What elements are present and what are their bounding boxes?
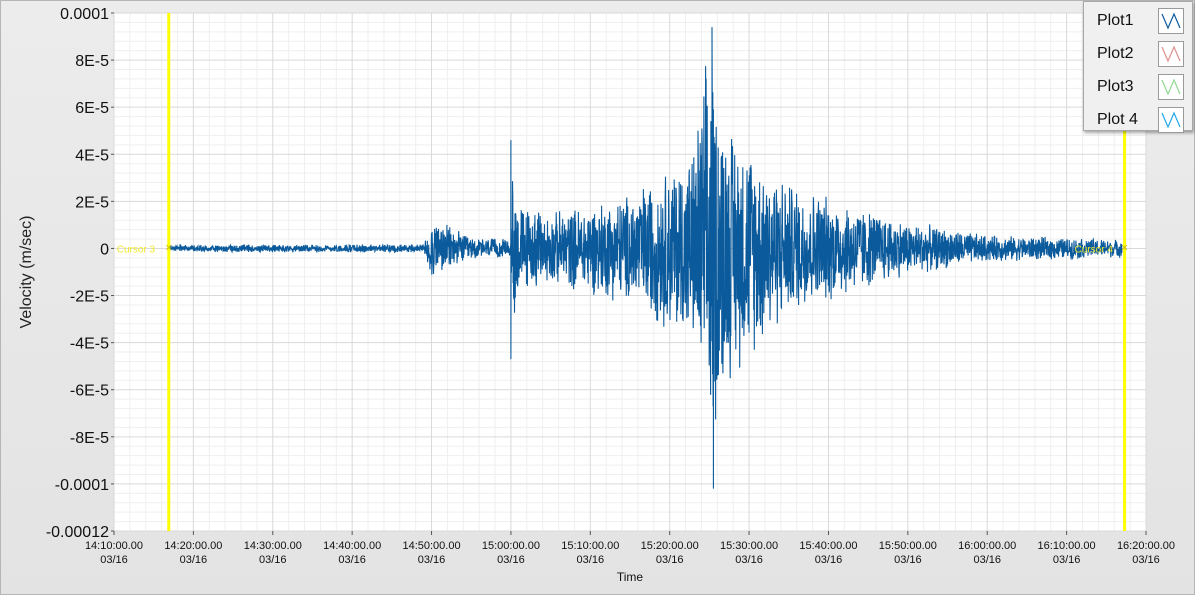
y-tick-label: 0.0001 (60, 6, 109, 23)
legend-item-plot4[interactable]: Plot 4 (1084, 103, 1192, 136)
series-line-plot1 (169, 27, 1123, 489)
legend-item-plot2[interactable]: Plot2 (1084, 37, 1192, 70)
y-axis-ticks: 0.0001 8E-5 6E-5 4E-5 2E-5 0 -2E-5 -4E-5 -6E-5 -8… (46, 6, 114, 541)
cursor-label: Cursor 4 (1075, 244, 1114, 255)
x-tick-time: 15:30:00.00 (720, 540, 778, 552)
x-tick-date: 03/16 (656, 554, 684, 566)
major-grid (113, 12, 1147, 532)
minor-grid (114, 13, 1146, 531)
x-tick-time: 16:00:00.00 (958, 540, 1016, 552)
line-style-icon[interactable] (1158, 7, 1184, 34)
x-tick-time: 16:20:00.00 (1117, 540, 1175, 552)
y-tick-label: 2E-5 (75, 194, 109, 211)
y-tick-label: -0.0001 (55, 477, 109, 494)
legend-label: Plot 4 (1097, 110, 1138, 128)
y-tick-label: -8E-5 (70, 430, 109, 447)
series-layer (169, 27, 1123, 489)
y-tick-label: 6E-5 (75, 100, 109, 117)
x-tick-time: 14:10:00.00 (85, 540, 143, 552)
legend-item-plot3[interactable]: Plot3 (1084, 70, 1192, 103)
cursor-label: Cursor 3 (117, 244, 156, 255)
x-tick-date: 03/16 (1132, 554, 1160, 566)
x-tick-time: 15:10:00.00 (561, 540, 619, 552)
x-axis-title: Time (617, 570, 644, 584)
y-tick-label: 8E-5 (75, 53, 109, 70)
y-tick-label: -6E-5 (70, 383, 109, 400)
x-tick-date: 03/16 (735, 554, 763, 566)
y-tick-label: -2E-5 (70, 289, 109, 306)
x-tick-date: 03/16 (180, 554, 208, 566)
x-tick-time: 14:20:00.00 (164, 540, 222, 552)
legend-label: Plot2 (1097, 44, 1134, 62)
line-style-icon[interactable] (1158, 73, 1184, 100)
legend-item-plot1[interactable]: Plot1 (1084, 4, 1192, 37)
legend-label: Plot3 (1097, 77, 1134, 95)
y-tick-label: 4E-5 (75, 147, 109, 164)
y-tick-label: -4E-5 (70, 336, 109, 353)
x-tick-date: 03/16 (418, 554, 446, 566)
x-tick-time: 15:00:00.00 (482, 540, 540, 552)
x-tick-time: 14:50:00.00 (402, 540, 460, 552)
x-axis-ticks: 14:10:00.00 03/16 14:20:00.00 03/16 14:30:00… (85, 531, 1175, 566)
x-tick-date: 03/16 (259, 554, 287, 566)
x-tick-date: 03/16 (973, 554, 1001, 566)
x-tick-date: 03/16 (894, 554, 922, 566)
x-tick-time: 15:20:00.00 (641, 540, 699, 552)
cursor-marker: × (1121, 240, 1128, 254)
x-tick-date: 03/16 (1053, 554, 1081, 566)
plot-legend[interactable]: Plot1 Plot2 Plot3 Plot 4 (1083, 1, 1193, 133)
legend-label: Plot1 (1097, 11, 1134, 29)
x-tick-date: 03/16 (338, 554, 366, 566)
x-tick-time: 15:50:00.00 (879, 540, 937, 552)
x-tick-time: 14:30:00.00 (244, 540, 302, 552)
x-tick-time: 15:40:00.00 (799, 540, 857, 552)
line-style-icon[interactable] (1158, 106, 1184, 133)
line-style-icon[interactable] (1158, 40, 1184, 67)
cursor-marker: × (165, 240, 172, 254)
x-tick-time: 14:40:00.00 (323, 540, 381, 552)
x-tick-date: 03/16 (497, 554, 525, 566)
x-tick-date: 03/16 (815, 554, 843, 566)
y-tick-label: 0 (100, 241, 109, 258)
x-tick-date: 03/16 (100, 554, 128, 566)
y-tick-label: -0.00012 (46, 524, 109, 541)
y-axis-title: Velocity (m/sec) (18, 216, 35, 329)
x-tick-time: 16:10:00.00 (1038, 540, 1096, 552)
x-tick-date: 03/16 (577, 554, 605, 566)
